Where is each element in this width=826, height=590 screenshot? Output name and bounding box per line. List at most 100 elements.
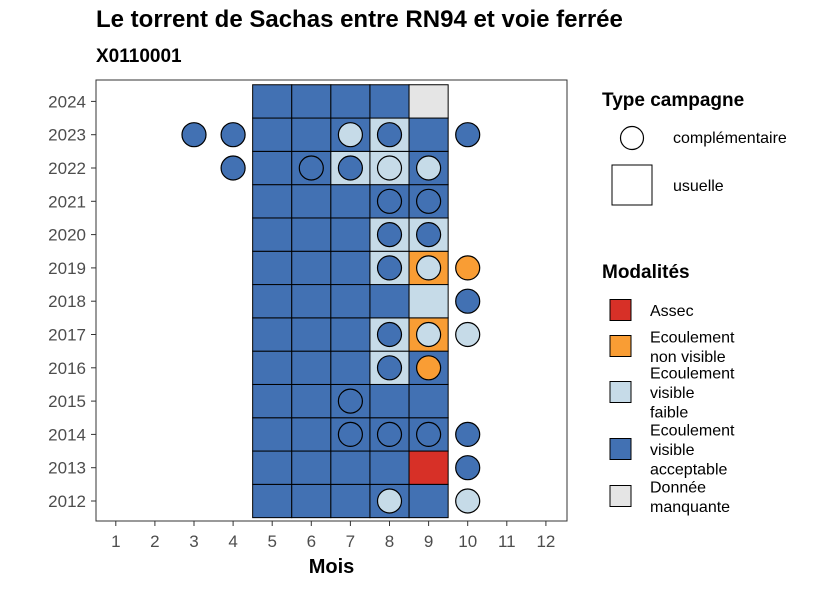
cell-2017-6 xyxy=(291,317,332,352)
point-2023-3 xyxy=(181,122,207,148)
legend-title-modalites: Modalités xyxy=(602,262,690,283)
point-2014-8 xyxy=(376,421,403,447)
legend-label-manquante: Donnée manquante xyxy=(650,479,730,516)
cell-2013-9 xyxy=(408,450,449,485)
cell-2020-6 xyxy=(291,217,332,252)
axes: 1 2 3 4 5 6 7 8 9 10 11 122012201320142015201620172… xyxy=(48,92,555,578)
point-2017-10 xyxy=(455,321,481,348)
x-tick-label-9: 9 xyxy=(424,532,433,551)
legend-label-acceptable: Ecoulement visible acceptable xyxy=(650,423,735,479)
x-tick-label-4: 4 xyxy=(228,532,237,551)
cell-2017-5 xyxy=(252,317,293,352)
y-tick-label-2016: 2016 xyxy=(48,359,86,378)
point-2016-8 xyxy=(376,355,403,381)
cell-2021-7 xyxy=(330,184,371,219)
legend-key-manquante xyxy=(609,485,632,507)
cell-2024-9 xyxy=(408,84,449,119)
x-tick-label-6: 6 xyxy=(307,532,316,551)
point-2022-7 xyxy=(337,155,363,181)
x-tick-label-7: 7 xyxy=(346,532,355,551)
legend-key-complementaire xyxy=(619,125,645,151)
cell-2018-7 xyxy=(330,284,371,319)
x-tick-label-3: 3 xyxy=(189,532,198,551)
point-2022-6 xyxy=(298,155,324,181)
legend: Type campagne complémentaire usuelle Modali… xyxy=(602,90,787,516)
point-2020-9 xyxy=(416,222,442,248)
point-2020-8 xyxy=(376,222,403,248)
cell-2012-9 xyxy=(408,483,449,519)
cell-2015-8 xyxy=(369,383,410,419)
legend-label-usuelle: usuelle xyxy=(673,178,724,195)
x-tick-label-11: 11 xyxy=(498,532,516,551)
point-2015-7 xyxy=(337,388,363,414)
cell-2017-7 xyxy=(330,317,371,352)
cell-2012-6 xyxy=(291,483,332,519)
cell-2023-6 xyxy=(291,117,332,152)
y-tick-label-2015: 2015 xyxy=(48,392,86,411)
cell-2013-8 xyxy=(369,450,410,485)
y-tick-label-2012: 2012 xyxy=(48,492,86,511)
cell-2016-7 xyxy=(330,350,371,385)
cell-2014-5 xyxy=(252,417,293,452)
y-tick-label-2022: 2022 xyxy=(48,159,86,178)
x-tick-label-10: 10 xyxy=(458,532,477,551)
point-2019-8 xyxy=(376,255,403,281)
point-2014-7 xyxy=(337,421,363,447)
cell-2019-7 xyxy=(330,250,371,286)
cell-2020-5 xyxy=(252,217,293,252)
cell-2018-8 xyxy=(369,284,410,319)
y-tick-label-2018: 2018 xyxy=(48,292,86,311)
legend-label-faible: Ecoulement visible faible xyxy=(650,366,735,422)
legend-label-complementaire: complémentaire xyxy=(673,130,787,147)
cell-2015-6 xyxy=(291,383,332,419)
point-2022-8 xyxy=(376,155,403,181)
point-2022-9 xyxy=(416,155,442,181)
cell-2013-5 xyxy=(252,450,293,485)
cell-2012-7 xyxy=(330,483,371,519)
y-tick-label-2019: 2019 xyxy=(48,259,86,278)
x-tick-label-1: 1 xyxy=(111,532,120,551)
point-2023-8 xyxy=(376,122,403,148)
point-2013-10 xyxy=(455,455,481,481)
y-tick-label-2021: 2021 xyxy=(48,192,86,211)
cell-2024-8 xyxy=(369,84,410,119)
cell-2024-7 xyxy=(330,84,371,119)
cell-2024-6 xyxy=(291,84,332,119)
legend-key-faible xyxy=(609,381,632,403)
cell-2021-5 xyxy=(252,184,293,219)
cell-2019-5 xyxy=(252,250,293,286)
y-tick-label-2023: 2023 xyxy=(48,126,86,145)
x-tick-label-5: 5 xyxy=(267,532,276,551)
cell-2020-7 xyxy=(330,217,371,252)
point-2012-10 xyxy=(455,488,481,514)
chart-subtitle: X0110001 xyxy=(96,46,182,67)
point-2023-10 xyxy=(455,122,481,148)
point-2019-10 xyxy=(455,255,481,281)
cell-2019-6 xyxy=(291,250,332,286)
point-2012-8 xyxy=(376,488,403,514)
legend-label-assec: Assec xyxy=(650,303,694,320)
point-2021-9 xyxy=(416,188,442,214)
cell-2016-6 xyxy=(291,350,332,385)
cell-2018-6 xyxy=(291,284,332,319)
cell-2015-9 xyxy=(408,383,449,419)
point-2019-9 xyxy=(416,255,442,281)
cell-2015-5 xyxy=(252,383,293,419)
chart-title: Le torrent de Sachas entre RN94 et voie … xyxy=(96,6,623,33)
legend-label-nonvisible: Ecoulement non visible xyxy=(650,329,735,366)
legend-key-acceptable xyxy=(609,438,632,460)
cell-2013-6 xyxy=(291,450,332,485)
cell-2023-9 xyxy=(408,117,449,152)
cell-2018-5 xyxy=(252,284,293,319)
cell-2016-5 xyxy=(252,350,293,385)
point-2017-8 xyxy=(376,321,403,348)
cell-2014-6 xyxy=(291,417,332,452)
usual-campaign-cells xyxy=(252,84,449,519)
cell-2022-5 xyxy=(252,150,293,186)
point-2016-9 xyxy=(416,355,442,381)
cell-2013-7 xyxy=(330,450,371,485)
y-tick-label-2017: 2017 xyxy=(48,326,86,345)
x-tick-label-2: 2 xyxy=(150,532,159,551)
complementary-campaign-points xyxy=(181,122,481,514)
